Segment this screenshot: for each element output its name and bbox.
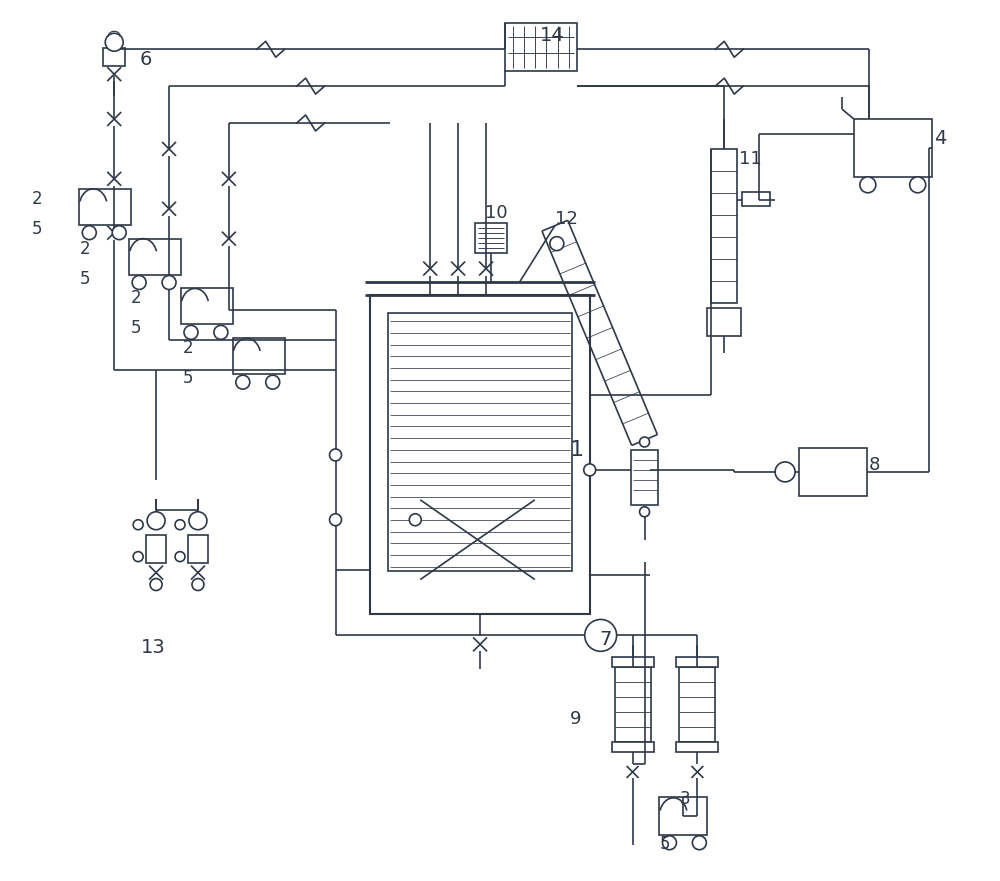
Circle shape <box>236 375 250 389</box>
Text: 5: 5 <box>131 319 142 337</box>
Bar <box>676 657 718 667</box>
Bar <box>615 667 651 742</box>
Circle shape <box>662 836 676 849</box>
Circle shape <box>640 437 650 447</box>
Bar <box>742 192 770 206</box>
Text: 14: 14 <box>540 26 565 45</box>
Circle shape <box>175 520 185 529</box>
Circle shape <box>775 462 795 482</box>
Circle shape <box>214 325 228 339</box>
Circle shape <box>584 464 596 476</box>
Circle shape <box>692 836 706 849</box>
Bar <box>233 338 285 374</box>
Text: 10: 10 <box>485 204 508 222</box>
Circle shape <box>175 552 185 561</box>
Text: 8: 8 <box>869 456 880 474</box>
Bar <box>188 535 208 563</box>
Circle shape <box>189 512 207 529</box>
Bar <box>659 797 707 835</box>
Bar <box>505 23 577 71</box>
Circle shape <box>910 177 926 193</box>
Circle shape <box>585 619 617 651</box>
Bar <box>799 448 867 496</box>
Circle shape <box>150 579 162 590</box>
Text: 5: 5 <box>31 219 42 238</box>
Bar <box>103 48 125 66</box>
Circle shape <box>184 325 198 339</box>
Bar <box>612 657 654 667</box>
Circle shape <box>266 375 280 389</box>
Circle shape <box>162 276 176 290</box>
Text: 5: 5 <box>79 270 90 287</box>
Text: 5: 5 <box>659 834 670 853</box>
Text: 2: 2 <box>131 290 142 307</box>
Circle shape <box>640 507 650 517</box>
Text: 2: 2 <box>183 339 194 358</box>
Text: 11: 11 <box>739 150 762 168</box>
Text: 9: 9 <box>570 710 581 728</box>
Circle shape <box>550 237 564 250</box>
Bar <box>676 742 718 752</box>
Bar <box>475 223 507 253</box>
Circle shape <box>860 177 876 193</box>
Bar <box>388 314 572 571</box>
Circle shape <box>330 514 342 526</box>
Bar <box>146 535 166 563</box>
Circle shape <box>133 552 143 561</box>
Bar <box>181 288 233 324</box>
Circle shape <box>112 226 126 240</box>
Text: 12: 12 <box>555 210 578 227</box>
Circle shape <box>82 226 96 240</box>
Bar <box>854 119 932 177</box>
Bar <box>612 742 654 752</box>
Bar <box>631 450 658 505</box>
Bar <box>679 667 715 742</box>
Text: 13: 13 <box>141 638 166 657</box>
Circle shape <box>409 514 421 526</box>
Circle shape <box>133 520 143 529</box>
Bar <box>707 308 741 337</box>
Text: 5: 5 <box>183 369 194 387</box>
Circle shape <box>105 33 123 51</box>
Circle shape <box>192 579 204 590</box>
Circle shape <box>132 276 146 290</box>
Text: 2: 2 <box>31 189 42 208</box>
Circle shape <box>330 449 342 461</box>
Bar <box>79 189 131 225</box>
Text: 4: 4 <box>934 130 946 149</box>
Text: 2: 2 <box>79 240 90 257</box>
Text: 7: 7 <box>600 630 612 649</box>
Text: 3: 3 <box>679 790 690 808</box>
Bar <box>129 239 181 275</box>
Circle shape <box>147 512 165 529</box>
Text: 6: 6 <box>139 49 152 69</box>
Bar <box>370 295 590 614</box>
Text: 1: 1 <box>570 440 584 460</box>
Bar <box>711 149 737 303</box>
